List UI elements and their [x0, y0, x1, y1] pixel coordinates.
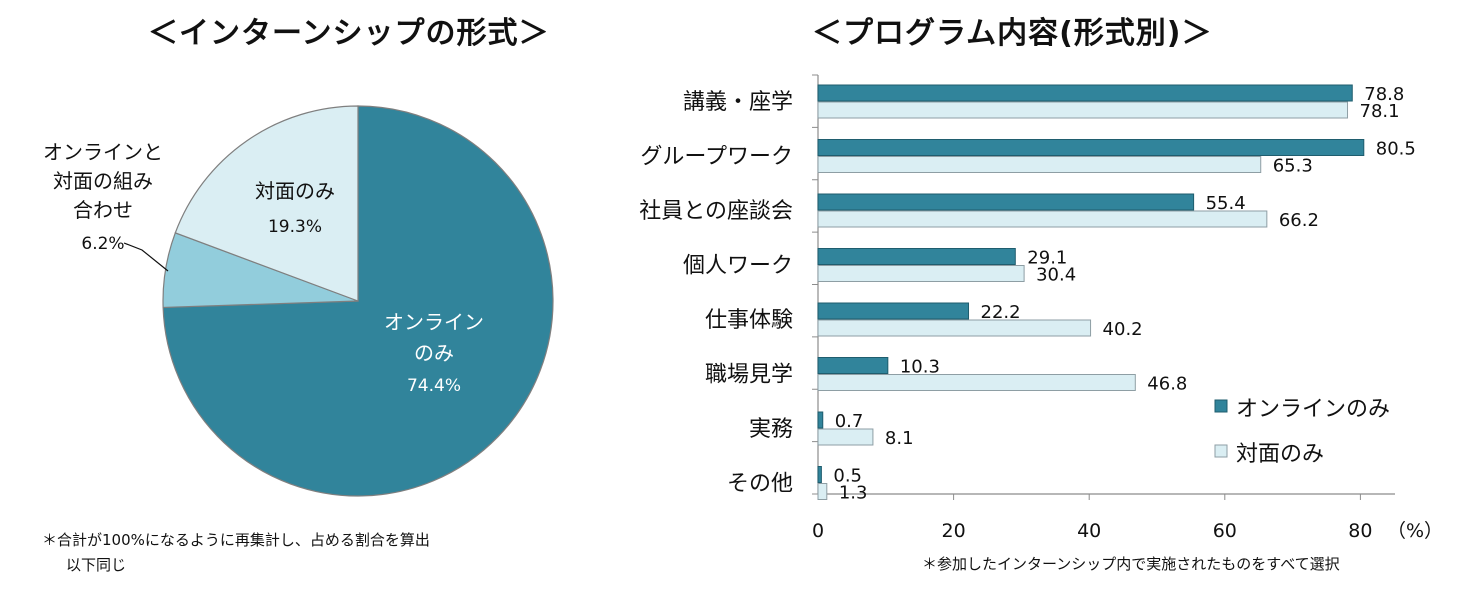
pie-label-text: のみ — [414, 341, 454, 365]
bar-online — [817, 411, 824, 429]
pie-title: ＜インターンシップの形式＞ — [148, 16, 550, 51]
pie-leader-line — [123, 242, 169, 272]
data-label: 10.3 — [900, 357, 940, 378]
bar-online — [817, 193, 1195, 211]
bar-inperson — [817, 374, 1136, 391]
bar-inperson — [817, 101, 1349, 119]
data-label: 80.5 — [1376, 139, 1416, 160]
category-label: グループワーク — [640, 145, 793, 170]
left-footnote-line-2: 以下同じ — [66, 556, 127, 574]
bar-inperson — [817, 483, 828, 500]
data-label: 65.3 — [1273, 156, 1313, 177]
data-label: 1.3 — [839, 483, 868, 504]
bar-inperson — [817, 210, 1268, 228]
bar-inperson — [817, 319, 1092, 337]
bar-online — [817, 357, 889, 374]
category-label: その他 — [727, 472, 793, 497]
pie-label-text: オンラインと — [43, 140, 163, 164]
x-tick-label: 40 — [1077, 520, 1101, 542]
pie-pct-label: 74.4% — [407, 376, 461, 396]
data-label: 40.2 — [1103, 319, 1143, 340]
pie-label-text: オンライン — [384, 310, 484, 334]
pie-label-text: 対面のみ — [255, 179, 335, 203]
bar-inperson — [817, 156, 1262, 173]
data-label: 0.5 — [833, 466, 862, 487]
x-axis-unit: （%） — [1387, 520, 1443, 542]
legend-label: 対面のみ — [1236, 442, 1324, 467]
left-footnote-line-1: ＊合計が100%になるように再集計し、占める割合を算出 — [42, 531, 430, 549]
category-label: 講義・座学 — [683, 90, 793, 115]
x-tick-label: 20 — [942, 520, 966, 542]
x-tick-label: 60 — [1213, 520, 1237, 542]
data-label: 30.4 — [1036, 265, 1076, 286]
legend-label: オンラインのみ — [1236, 397, 1390, 422]
data-label: 22.2 — [981, 302, 1021, 323]
legend-swatch — [1214, 399, 1228, 413]
category-label: 仕事体験 — [705, 308, 793, 333]
pie-label-text: 対面の組み — [53, 169, 153, 193]
category-label: 社員との座談会 — [639, 199, 793, 224]
x-tick-label: 80 — [1348, 520, 1372, 542]
legend-swatch — [1214, 444, 1228, 458]
data-label: 46.8 — [1147, 374, 1187, 395]
bar-inperson — [817, 428, 874, 446]
bar-online — [817, 248, 1016, 265]
data-label: 78.1 — [1360, 101, 1400, 122]
bar-inperson — [817, 265, 1025, 282]
pie-label-text: 合わせ — [73, 198, 133, 222]
data-label: 55.4 — [1206, 193, 1246, 214]
bar-title: ＜プログラム内容(形式別)＞ — [812, 16, 1213, 51]
data-label: 29.1 — [1027, 248, 1067, 269]
pie-label-inperson: 対面のみ 19.3% — [255, 179, 335, 237]
data-label: 78.8 — [1364, 84, 1404, 105]
category-label: 実務 — [749, 417, 793, 442]
data-label: 0.7 — [835, 411, 864, 432]
pie-pct-label: 19.3% — [268, 217, 322, 237]
left-footnote: ＊合計が100%になるように再集計し、占める割合を算出 以下同じ — [42, 528, 430, 578]
data-label: 8.1 — [885, 428, 914, 449]
bar-online — [817, 84, 1353, 102]
pie-slice — [174, 105, 359, 302]
category-label: 職場見学 — [705, 363, 793, 388]
bar-online — [817, 139, 1365, 156]
bar-online — [817, 302, 970, 320]
pie-pct-label: 6.2% — [81, 234, 124, 254]
bar-online — [817, 466, 822, 483]
category-label: 個人ワーク — [683, 254, 793, 279]
pie-label-online: オンラインのみ 74.4% — [384, 310, 484, 396]
data-label: 66.2 — [1279, 210, 1319, 231]
right-footnote: ＊参加したインターンシップ内で実施されたものをすべて選択 — [922, 555, 1340, 573]
x-tick-label: 0 — [812, 520, 824, 542]
